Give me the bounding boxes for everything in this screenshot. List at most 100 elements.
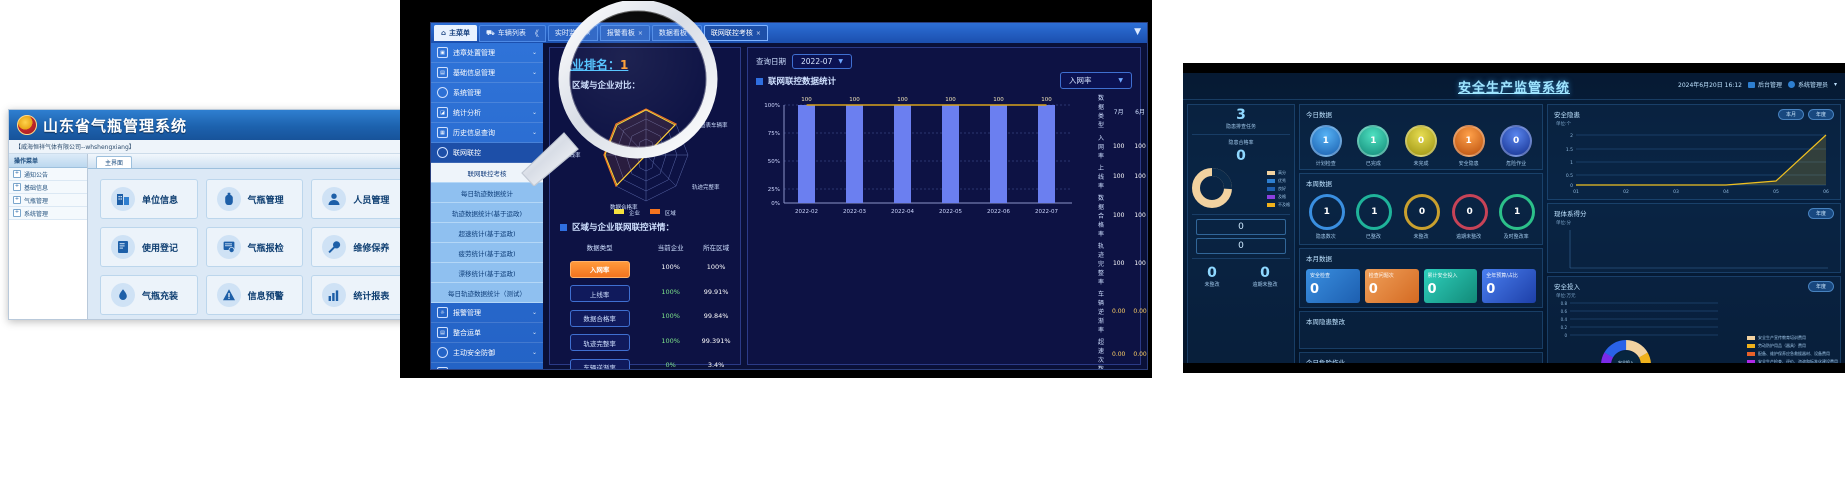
- svg-text:轨迹完整率: 轨迹完整率: [692, 183, 720, 191]
- sidebar-item-history-query[interactable]: ▦ 历史信息查询 ⌄: [431, 123, 543, 143]
- section-marker-icon: [560, 223, 567, 231]
- card-maintenance[interactable]: 维修保养: [311, 227, 409, 267]
- table-row[interactable]: 上线率 100% 99.91%: [550, 280, 740, 305]
- card-unit-info[interactable]: 单位信息: [100, 179, 198, 219]
- chart-metric-select[interactable]: 入网率 ▼: [1060, 71, 1132, 89]
- tab-network-control-assessment[interactable]: 联网联控考核 ×: [703, 25, 768, 41]
- card-personnel-mgmt[interactable]: 人员管理: [311, 179, 409, 219]
- metric-chip-online-rate[interactable]: 上线率: [569, 285, 630, 302]
- week-donut[interactable]: 1 隐患数次: [1308, 194, 1345, 240]
- donut-ring: 1: [1499, 194, 1536, 230]
- week-donut[interactable]: 0 未整改: [1403, 194, 1440, 240]
- week-donut[interactable]: 0 逾期未整改: [1451, 194, 1488, 240]
- sidebar-item-statistics-analysis[interactable]: ◪ 统计分析 ⌄: [431, 103, 543, 123]
- metric-chip-network-rate[interactable]: 入网率: [569, 260, 630, 278]
- close-icon[interactable]: ×: [689, 29, 695, 37]
- sidebar-item-cylinder-mgmt[interactable]: + 气瓶管理: [9, 194, 87, 207]
- sidebar-item-basic-info[interactable]: + 基础信息: [9, 181, 87, 194]
- table-row[interactable]: 数据合格率 100% 99.84%: [550, 304, 740, 329]
- more-icon[interactable]: ▾: [1833, 81, 1837, 88]
- table-header-row: 数据类型 7月 6月 5月 4月 3月 2月: [1094, 91, 1147, 131]
- month-kpi[interactable]: 累计安全投入 0: [1423, 269, 1478, 303]
- submenu-item-fatigue-stats[interactable]: 疲劳统计(基于运政): [431, 243, 543, 263]
- sidebar-item-alarm-mgmt[interactable]: ☼ 报警管理 ⌄: [431, 303, 543, 323]
- metric-chip-data-quality[interactable]: 数据合格率: [569, 309, 630, 327]
- backend-admin-button[interactable]: 后台管理: [1747, 80, 1782, 89]
- card-alert-info[interactable]: 信息预警: [205, 275, 304, 315]
- month-kpi[interactable]: 全年预算/占比 0: [1482, 269, 1536, 303]
- violation-icon: ▣: [437, 47, 448, 58]
- sidebar-item-system-mgmt[interactable]: 系统管理: [431, 83, 543, 103]
- tab-data-board[interactable]: 数据看板 ×: [651, 25, 702, 41]
- query-date-select[interactable]: 2022-07 ▼: [792, 54, 852, 69]
- close-icon[interactable]: ×: [755, 29, 761, 37]
- metric-chip-track-integrity[interactable]: 轨迹完整率: [569, 334, 630, 351]
- sidebar-item-notice[interactable]: + 通知公告: [9, 168, 87, 181]
- svg-text:04: 04: [1723, 189, 1729, 195]
- week-donut[interactable]: 1 及时整改率: [1499, 194, 1536, 240]
- card-cylinder-inspection[interactable]: 气瓶报检: [205, 227, 304, 267]
- admin-user-button[interactable]: 系统管理员: [1787, 80, 1828, 89]
- chevron-down-icon: ▼: [838, 58, 843, 65]
- collapse-icon[interactable]: 《: [530, 28, 539, 38]
- sidebar-item-active-safety[interactable]: 主动安全防御 ⌄: [431, 343, 543, 363]
- submenu-item-assessment[interactable]: 联网联控考核: [431, 163, 543, 183]
- badge-caption: 已完成: [1365, 161, 1381, 167]
- bar-chart-icon: [322, 283, 347, 307]
- enterprise-compare-panel: 企业排名：1 区域与企业对比：: [549, 47, 741, 369]
- chevron-down-icon: ▼: [1118, 76, 1123, 84]
- row-label: 车辆逆渐率: [1098, 290, 1105, 334]
- card-usage-register[interactable]: 使用登记: [100, 227, 198, 267]
- tabbar-overflow-icon[interactable]: ▼: [1134, 27, 1141, 37]
- sidebar-item-basic-info-mgmt[interactable]: ▤ 基础信息管理 ⌄: [431, 63, 543, 83]
- today-badge[interactable]: 1 已完成: [1357, 125, 1390, 167]
- hazard-year-button[interactable]: 年度: [1807, 109, 1834, 120]
- divider: [1192, 214, 1290, 215]
- sidebar-item-extended-service[interactable]: ✕ 扩展服务管理 ⌄: [431, 363, 543, 369]
- submenu-item-speeding-stats[interactable]: 超速统计(基于运政): [431, 223, 543, 243]
- dashboard-right-column: 安全隐患 本月 年度 单位:个: [1547, 104, 1841, 363]
- today-badge[interactable]: 1 安全隐患: [1452, 125, 1485, 167]
- today-badge[interactable]: 0 危险作业: [1500, 125, 1533, 167]
- hazard-month-button[interactable]: 本月: [1777, 109, 1804, 120]
- query-date-value: 2022-07: [801, 57, 833, 66]
- tab-main-menu[interactable]: ⌂ 主菜单: [434, 25, 478, 41]
- close-icon[interactable]: ×: [585, 29, 591, 37]
- score-year-button[interactable]: 年度: [1807, 208, 1834, 219]
- svg-text:06: 06: [1823, 189, 1829, 195]
- submenu-item-track-stats-yunzheng[interactable]: 轨迹数据统计(基于运政): [431, 203, 543, 223]
- invest-year-button[interactable]: 年度: [1807, 281, 1834, 292]
- left-sidebar: 操作菜单 + 通知公告 + 基础信息 + 气瓶管理 + 系统管理: [9, 154, 88, 319]
- detail-section-header: 区域与企业联网联控详情：: [550, 217, 740, 235]
- table-row[interactable]: 车辆逆渐率 0% 3.4%: [550, 353, 740, 369]
- today-badge[interactable]: 0 未完成: [1404, 125, 1437, 167]
- tab-vehicle-list[interactable]: ⛟ 车辆列表 《: [479, 24, 546, 42]
- submenu-item-daily-track-stats[interactable]: 每日轨迹数据统计: [431, 183, 543, 203]
- submenu-item-drift-stats[interactable]: 漂移统计(基于运政): [431, 263, 543, 283]
- submenu-item-daily-track-test[interactable]: 每日轨迹数据统计（测试）: [431, 283, 543, 303]
- week-donut[interactable]: 1 已整改: [1356, 194, 1393, 240]
- tab-label: 车辆列表: [497, 29, 526, 37]
- sidebar-item-network-control[interactable]: 联网联控: [431, 143, 543, 163]
- metric-chip-vehicle-rate[interactable]: 车辆逆渐率: [569, 358, 630, 369]
- tab-realtime-monitor[interactable]: 实时监控 ×: [547, 25, 598, 41]
- sidebar-item-waybill[interactable]: ▤ 整合运单 ⌄: [431, 323, 543, 343]
- svg-text:图表车辆率: 图表车辆率: [700, 121, 728, 129]
- sidebar-item-system-mgmt[interactable]: + 系统管理: [9, 207, 87, 220]
- card-label: 单位信息: [142, 195, 179, 206]
- tab-main-screen[interactable]: 主界面: [96, 156, 133, 168]
- svg-text:100%: 100%: [764, 103, 780, 109]
- tab-alarm-board[interactable]: 报警看板 ×: [599, 25, 650, 41]
- table-row[interactable]: 入网率 100% 100%: [550, 255, 740, 280]
- close-icon[interactable]: ×: [637, 29, 643, 37]
- legend-label: 配备、维护保养应急救援器材、设备费用: [1758, 351, 1830, 356]
- card-cylinder-mgmt[interactable]: 气瓶管理: [205, 179, 304, 219]
- month-kpi[interactable]: 安全检查 0: [1306, 269, 1360, 303]
- table-row[interactable]: 轨迹完整率 100% 99.391%: [550, 329, 740, 354]
- today-badge[interactable]: 1 计划检查: [1309, 125, 1342, 167]
- month-kpi[interactable]: 检查问题次 0: [1364, 269, 1419, 303]
- card-cylinder-filling[interactable]: 气瓶充装: [100, 275, 198, 315]
- card-statistics-report[interactable]: 统计报表: [311, 275, 409, 315]
- score-chart: [1554, 228, 1834, 272]
- sidebar-item-violation-mgmt[interactable]: ▣ 违章处置管理 ⌄: [431, 43, 543, 63]
